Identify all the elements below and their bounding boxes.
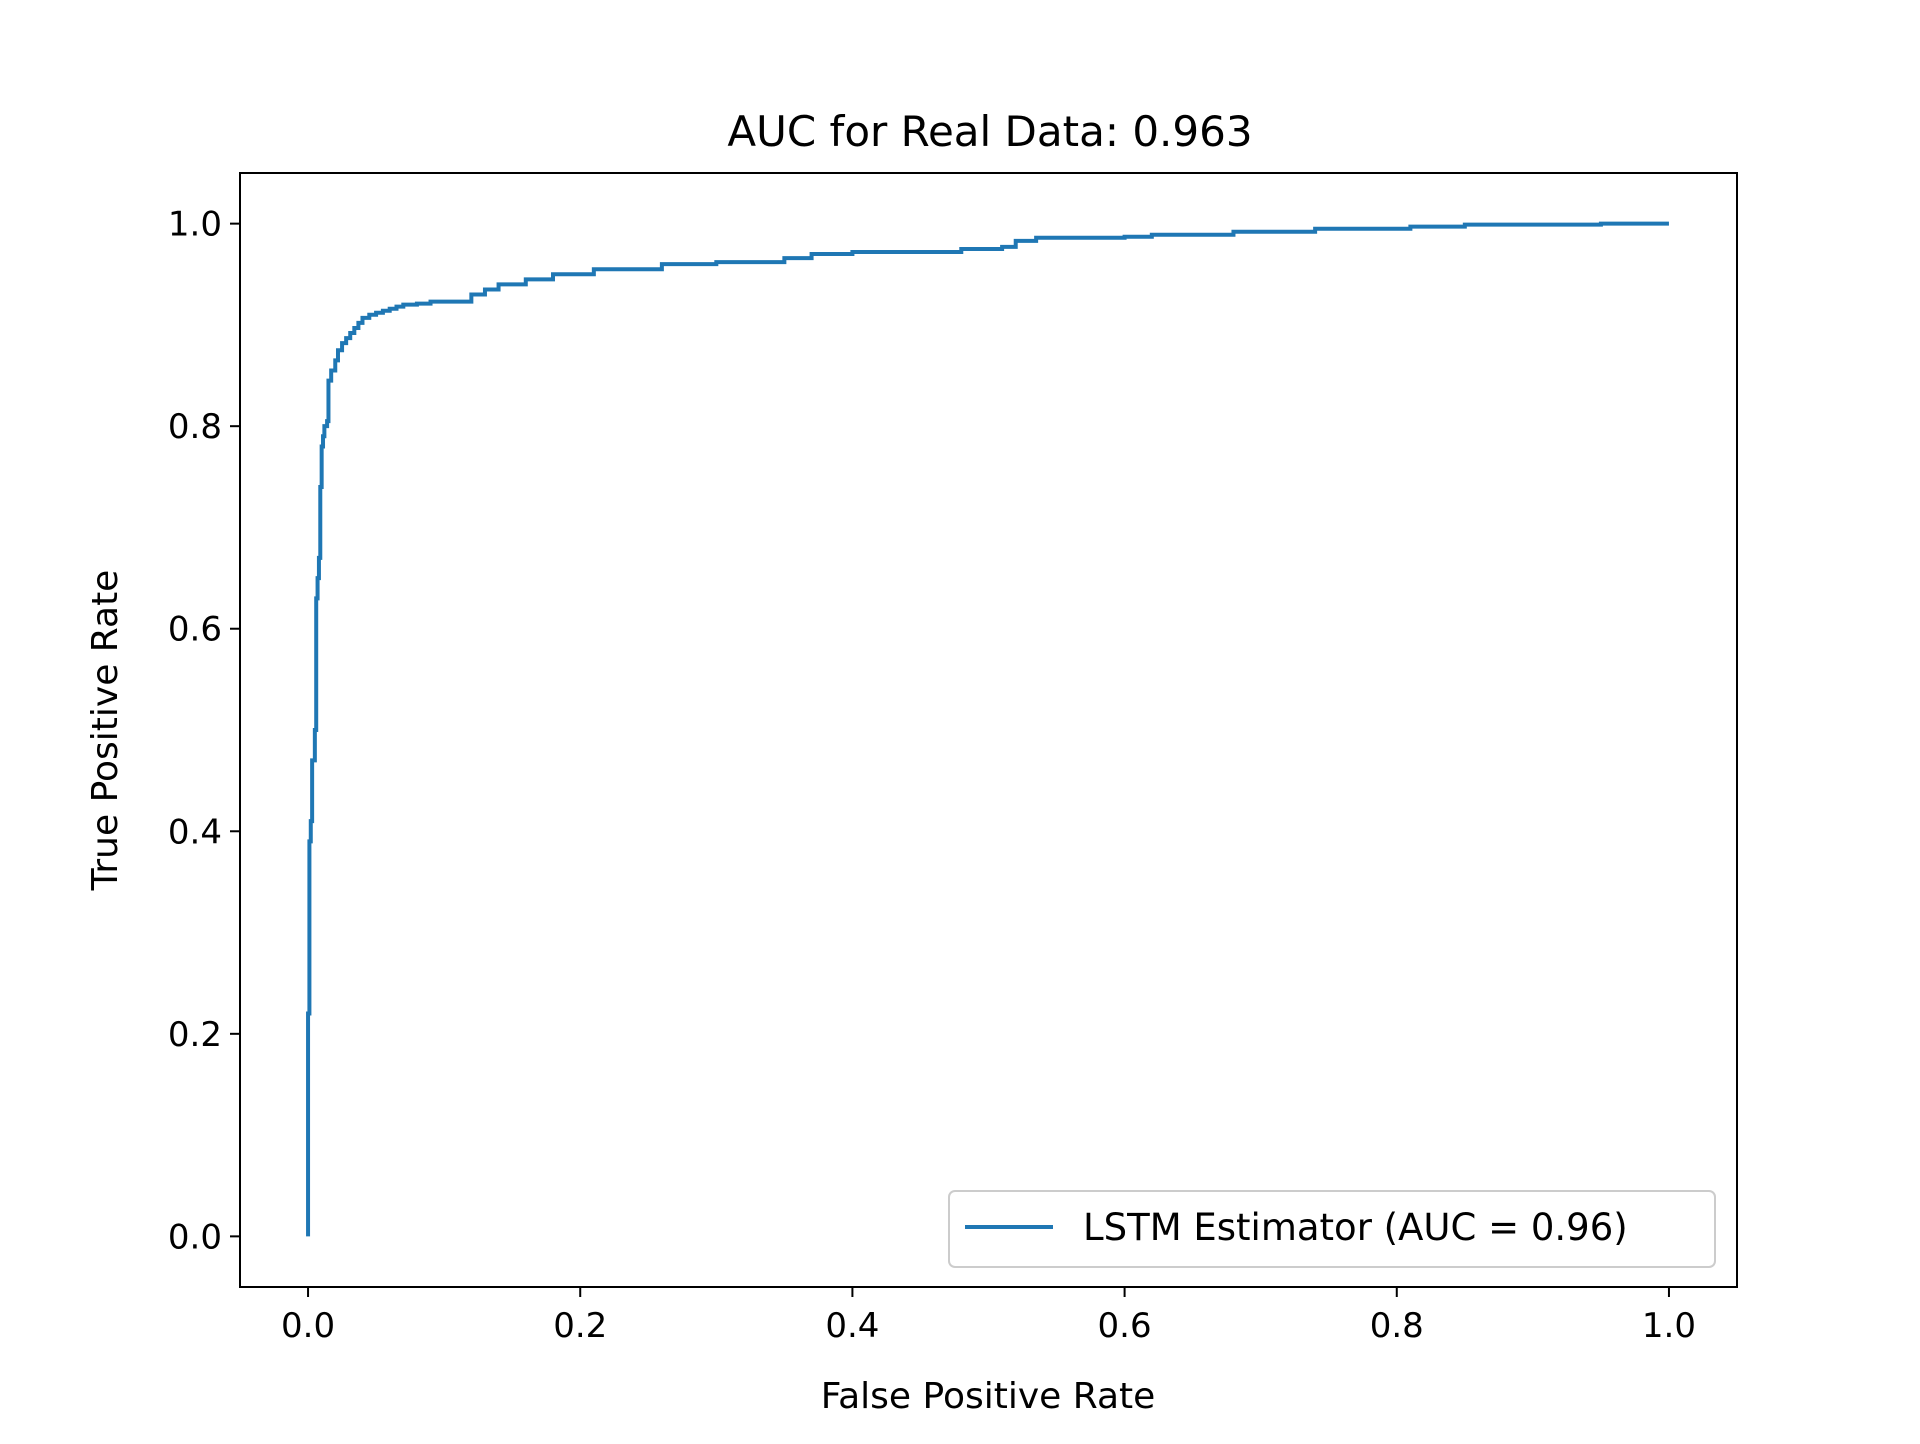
x-tick-label: 0.2 <box>553 1306 607 1346</box>
y-axis-label: True Positive Rate <box>85 570 126 892</box>
x-tick-label: 0.4 <box>825 1306 879 1346</box>
y-axis-ticks: 0.0 0.2 0.4 0.6 0.8 1.0 <box>168 205 240 1257</box>
legend: LSTM Estimator (AUC = 0.96) <box>948 1190 1716 1268</box>
chart-title: AUC for Real Data: 0.963 <box>727 107 1252 156</box>
x-tick-label: 1.0 <box>1642 1306 1696 1346</box>
y-tick-label: 0.6 <box>168 610 222 650</box>
x-axis-label: False Positive Rate <box>821 1376 1156 1417</box>
roc-curve-line <box>306 221 1669 1237</box>
y-tick-label: 1.0 <box>168 205 222 245</box>
y-tick-label: 0.2 <box>168 1015 222 1055</box>
x-axis-ticks: 0.0 0.2 0.4 0.6 0.8 1.0 <box>281 1287 1696 1346</box>
x-tick-label: 0.8 <box>1370 1306 1424 1346</box>
legend-entry-label: LSTM Estimator (AUC = 0.96) <box>1083 1206 1628 1249</box>
x-tick-label: 0.0 <box>281 1306 335 1346</box>
legend-box <box>948 1190 1716 1268</box>
y-tick-label: 0.0 <box>168 1217 222 1257</box>
plot-area <box>239 172 1738 1288</box>
y-tick-label: 0.8 <box>168 407 222 447</box>
y-tick-label: 0.4 <box>168 812 222 852</box>
x-tick-label: 0.6 <box>1098 1306 1152 1346</box>
plot-frame <box>239 172 1738 1288</box>
